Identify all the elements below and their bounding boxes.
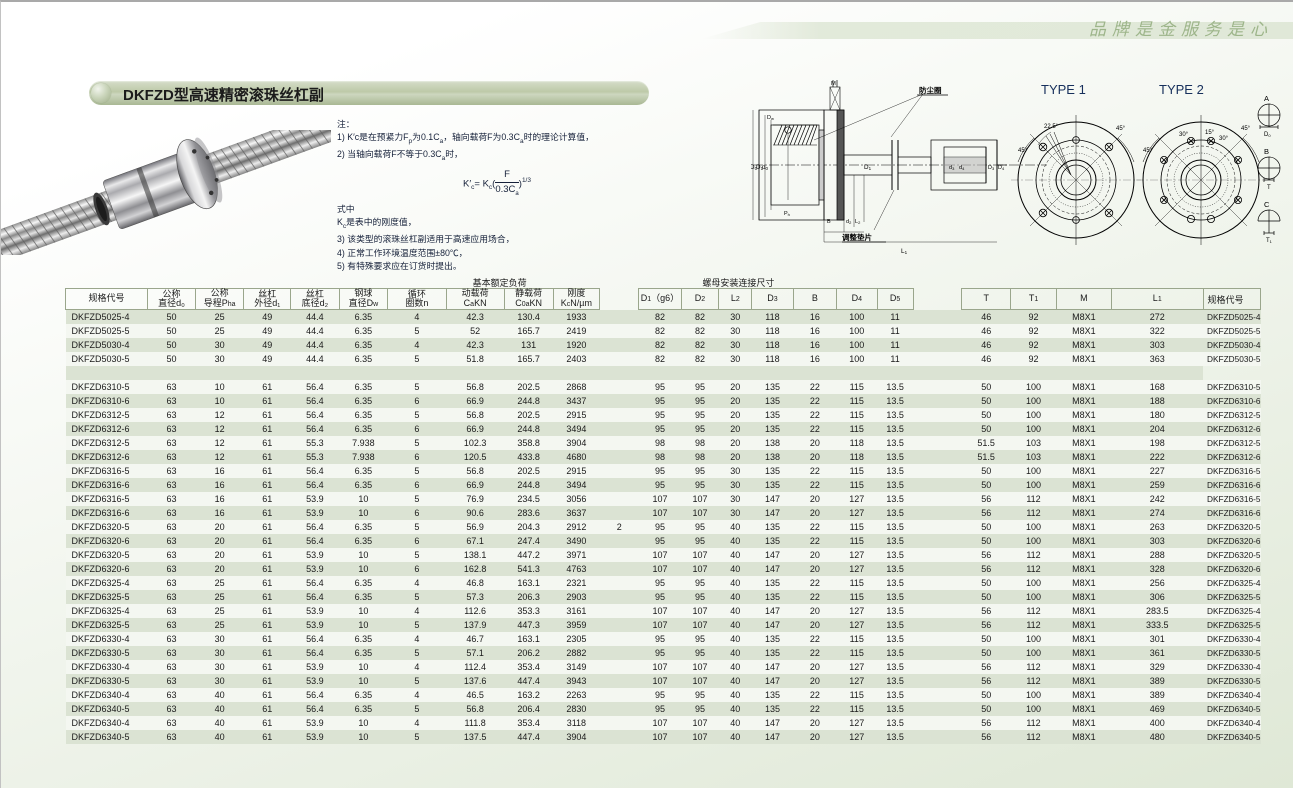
svg-text:15°: 15° <box>1205 130 1215 136</box>
svg-text:d3: d3 <box>949 165 955 171</box>
svg-text:30°: 30° <box>1179 132 1189 138</box>
svg-text:B: B <box>1264 147 1269 156</box>
svg-text:T: T <box>1267 185 1271 191</box>
svg-text:B: B <box>827 219 831 225</box>
svg-text:d2: d2 <box>846 219 852 225</box>
svg-text:L2: L2 <box>855 219 861 225</box>
svg-text:Ph: Ph <box>784 211 790 217</box>
svg-text:D0: D0 <box>1264 132 1271 138</box>
svg-text:调整垫片: 调整垫片 <box>842 232 872 242</box>
svg-text:L1: L1 <box>901 248 908 255</box>
svg-text:TYPE 1: TYPE 1 <box>1041 82 1086 97</box>
svg-text:d0: d0 <box>762 164 769 171</box>
svg-text:T1: T1 <box>1266 238 1273 244</box>
svg-text:A: A <box>1264 94 1269 103</box>
svg-text:D4: D4 <box>998 165 1005 171</box>
svg-text:防尘圈: 防尘圈 <box>919 85 942 95</box>
svg-text:22.5°: 22.5° <box>1044 124 1059 130</box>
svg-text:TYPE 2: TYPE 2 <box>1159 82 1204 97</box>
svg-text:45°: 45° <box>1143 148 1153 154</box>
svg-text:M: M <box>831 81 836 87</box>
svg-text:30°: 30° <box>1219 136 1229 142</box>
svg-text:C: C <box>1264 200 1270 209</box>
svg-text:Dw: Dw <box>767 115 774 121</box>
svg-text:45°: 45° <box>1116 126 1126 132</box>
svg-text:45°: 45° <box>1241 126 1251 132</box>
svg-text:d4: d4 <box>959 165 965 171</box>
svg-text:45°: 45° <box>1018 148 1028 154</box>
svg-text:D3: D3 <box>988 165 995 171</box>
